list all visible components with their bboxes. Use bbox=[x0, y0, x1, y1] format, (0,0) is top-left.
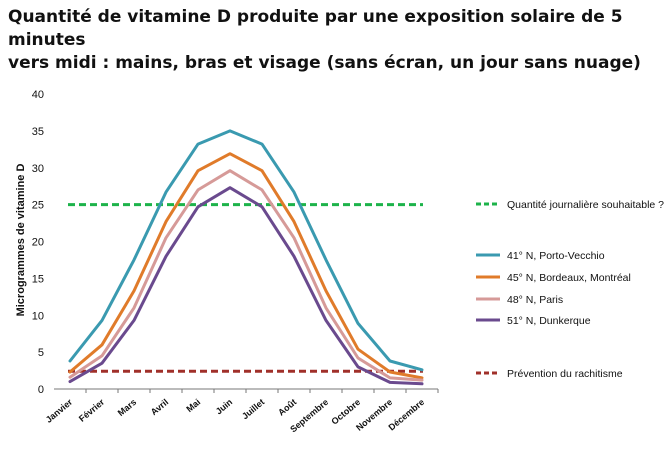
series-line bbox=[68, 186, 424, 386]
chart-title: Quantité de vitamine D produite par une … bbox=[8, 6, 668, 75]
x-tick-label: Mars bbox=[116, 397, 139, 418]
y-axis-ticks: 0 5 10 15 20 25 30 35 40 bbox=[32, 89, 44, 396]
x-tick-label: Juillet bbox=[240, 397, 266, 421]
legend-item-reference: Prévention du rachitisme bbox=[476, 368, 623, 380]
x-axis-ticks: Janvier Février Mars Avril Mai Juin Juillet Aoû… bbox=[44, 389, 439, 434]
data-series bbox=[68, 129, 424, 386]
reference-lines bbox=[68, 203, 423, 373]
y-tick-label: 5 bbox=[38, 347, 44, 359]
series-line bbox=[68, 129, 424, 372]
y-tick-label: 15 bbox=[32, 273, 44, 285]
x-tick-label: Mai bbox=[184, 397, 202, 414]
legend-label: 41° N, Porto-Vecchio bbox=[507, 250, 605, 262]
chart-title-line-2: vers midi : mains, bras et visage (sans … bbox=[8, 53, 641, 73]
x-tick-label: Avril bbox=[149, 397, 171, 417]
y-axis-label: Microgrammes de vitamine D bbox=[15, 164, 27, 317]
y-tick-label: 30 bbox=[32, 163, 44, 175]
x-tick-label: Février bbox=[77, 397, 107, 424]
x-tick-label: Janvier bbox=[44, 397, 75, 425]
legend-label: Prévention du rachitisme bbox=[507, 368, 623, 380]
legend-label: Quantité journalière souhaitable ? bbox=[507, 199, 664, 211]
x-tick-label: Août bbox=[276, 397, 298, 418]
series-line bbox=[68, 169, 424, 382]
legend-label: 45° N, Bordeaux, Montréal bbox=[507, 272, 631, 284]
y-tick-label: 25 bbox=[32, 200, 44, 212]
series-line bbox=[68, 152, 424, 380]
legend: Quantité journalière souhaitable ? 41° N,… bbox=[476, 199, 664, 380]
legend-item-series: 51° N, Dunkerque bbox=[476, 315, 591, 327]
x-tick-label: Décembre bbox=[387, 397, 427, 433]
legend-label: 48° N, Paris bbox=[507, 294, 563, 306]
y-tick-label: 10 bbox=[32, 310, 44, 322]
legend-item-series: 45° N, Bordeaux, Montréal bbox=[476, 272, 631, 284]
y-tick-label: 0 bbox=[38, 384, 44, 396]
x-tick-label: Juin bbox=[214, 397, 235, 417]
y-tick-label: 40 bbox=[32, 89, 44, 101]
legend-item-series: 48° N, Paris bbox=[476, 294, 563, 306]
y-tick-label: 35 bbox=[32, 126, 44, 138]
legend-item-reference: Quantité journalière souhaitable ? bbox=[476, 199, 664, 211]
y-tick-label: 20 bbox=[32, 237, 44, 249]
legend-item-series: 41° N, Porto-Vecchio bbox=[476, 250, 605, 262]
chart-title-line-1: Quantité de vitamine D produite par une … bbox=[8, 7, 623, 50]
legend-label: 51° N, Dunkerque bbox=[507, 315, 591, 327]
